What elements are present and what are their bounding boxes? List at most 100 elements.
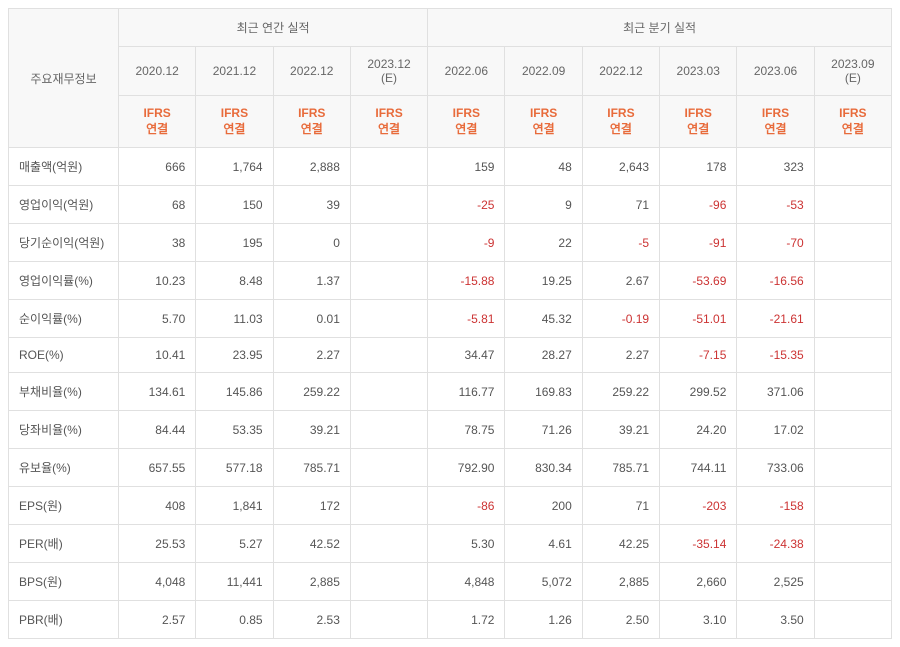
period-header: 2022.06 [428, 47, 505, 96]
metric-value: 116.77 [428, 373, 505, 411]
metric-value: 42.52 [273, 525, 350, 563]
metric-label: 영업이익(억원) [9, 186, 119, 224]
metric-value: 4.61 [505, 525, 582, 563]
metric-value: -21.61 [737, 300, 814, 338]
metric-value: 1.37 [273, 262, 350, 300]
metric-value: 48 [505, 148, 582, 186]
metric-value: 42.25 [582, 525, 659, 563]
metric-value: 657.55 [119, 449, 196, 487]
metric-value: 200 [505, 487, 582, 525]
metric-value: 785.71 [273, 449, 350, 487]
metric-value: 28.27 [505, 338, 582, 373]
metric-value [350, 186, 427, 224]
metric-value: -0.19 [582, 300, 659, 338]
metric-value: 145.86 [196, 373, 273, 411]
metric-value: -25 [428, 186, 505, 224]
metric-value: 24.20 [660, 411, 737, 449]
metric-value: 23.95 [196, 338, 273, 373]
metric-value: 2.67 [582, 262, 659, 300]
metric-value: 22 [505, 224, 582, 262]
metric-value: -9 [428, 224, 505, 262]
period-header: 2022.09 [505, 47, 582, 96]
quarter-group-header: 최근 분기 실적 [428, 9, 892, 47]
metric-value: 17.02 [737, 411, 814, 449]
table-row: 매출액(억원)6661,7642,888159482,643178323 [9, 148, 892, 186]
metric-value: 134.61 [119, 373, 196, 411]
metric-value: 408 [119, 487, 196, 525]
metric-value: 178 [660, 148, 737, 186]
metric-value: -5.81 [428, 300, 505, 338]
period-header: 2023.09 (E) [814, 47, 891, 96]
metric-value: 5,072 [505, 563, 582, 601]
table-row: 당좌비율(%)84.4453.3539.2178.7571.2639.2124.… [9, 411, 892, 449]
metric-value: 2,525 [737, 563, 814, 601]
metric-value: 830.34 [505, 449, 582, 487]
metric-value [814, 411, 891, 449]
metric-label: 순이익률(%) [9, 300, 119, 338]
metric-label: ROE(%) [9, 338, 119, 373]
metric-value: 195 [196, 224, 273, 262]
metric-value: 4,048 [119, 563, 196, 601]
metric-value: 259.22 [273, 373, 350, 411]
metric-value [350, 224, 427, 262]
metric-value [350, 262, 427, 300]
metric-value: 259.22 [582, 373, 659, 411]
metric-value: -53.69 [660, 262, 737, 300]
metric-value: 10.41 [119, 338, 196, 373]
annual-group-header: 최근 연간 실적 [119, 9, 428, 47]
period-header: 2023.03 [660, 47, 737, 96]
metric-value: 792.90 [428, 449, 505, 487]
metric-value: 71 [582, 487, 659, 525]
period-header: 2022.12 [582, 47, 659, 96]
metric-label: 영업이익률(%) [9, 262, 119, 300]
metric-value: 10.23 [119, 262, 196, 300]
metric-value: 2,885 [273, 563, 350, 601]
metric-label: 매출액(억원) [9, 148, 119, 186]
metric-value: -15.35 [737, 338, 814, 373]
ifrs-header: IFRS연결 [273, 96, 350, 148]
period-header: 2020.12 [119, 47, 196, 96]
metric-value: 785.71 [582, 449, 659, 487]
metric-value: 169.83 [505, 373, 582, 411]
metric-value: 371.06 [737, 373, 814, 411]
period-header: 2023.12 (E) [350, 47, 427, 96]
metric-value: 323 [737, 148, 814, 186]
table-row: 순이익률(%)5.7011.030.01-5.8145.32-0.19-51.0… [9, 300, 892, 338]
metric-label: PER(배) [9, 525, 119, 563]
metric-value: -70 [737, 224, 814, 262]
table-row: 영업이익률(%)10.238.481.37-15.8819.252.67-53.… [9, 262, 892, 300]
metric-value [814, 148, 891, 186]
metric-value: 71.26 [505, 411, 582, 449]
metric-value: 666 [119, 148, 196, 186]
metric-value: -158 [737, 487, 814, 525]
metric-value [350, 373, 427, 411]
metric-value: 159 [428, 148, 505, 186]
metric-value: -35.14 [660, 525, 737, 563]
metric-value: 172 [273, 487, 350, 525]
period-header: 2023.06 [737, 47, 814, 96]
metric-label: 부채비율(%) [9, 373, 119, 411]
financial-table: 주요재무정보최근 연간 실적최근 분기 실적2020.122021.122022… [8, 8, 892, 639]
metric-value: 0 [273, 224, 350, 262]
metric-value: 39.21 [273, 411, 350, 449]
metric-value: 38 [119, 224, 196, 262]
metric-value: 68 [119, 186, 196, 224]
metric-value: 19.25 [505, 262, 582, 300]
metric-value [350, 563, 427, 601]
metric-value: 34.47 [428, 338, 505, 373]
metric-value: 45.32 [505, 300, 582, 338]
ifrs-header: IFRS연결 [350, 96, 427, 148]
metric-value [350, 525, 427, 563]
metric-value [814, 300, 891, 338]
table-row: PER(배)25.535.2742.525.304.6142.25-35.14-… [9, 525, 892, 563]
period-header: 2022.12 [273, 47, 350, 96]
table-row: 영업이익(억원)6815039-25971-96-53 [9, 186, 892, 224]
metric-value: -53 [737, 186, 814, 224]
metric-value: 11,441 [196, 563, 273, 601]
metric-value: 39.21 [582, 411, 659, 449]
metric-value [350, 487, 427, 525]
metric-value [350, 449, 427, 487]
metric-value: 1,764 [196, 148, 273, 186]
table-row: BPS(원)4,04811,4412,8854,8485,0722,8852,6… [9, 563, 892, 601]
metric-value: 0.01 [273, 300, 350, 338]
